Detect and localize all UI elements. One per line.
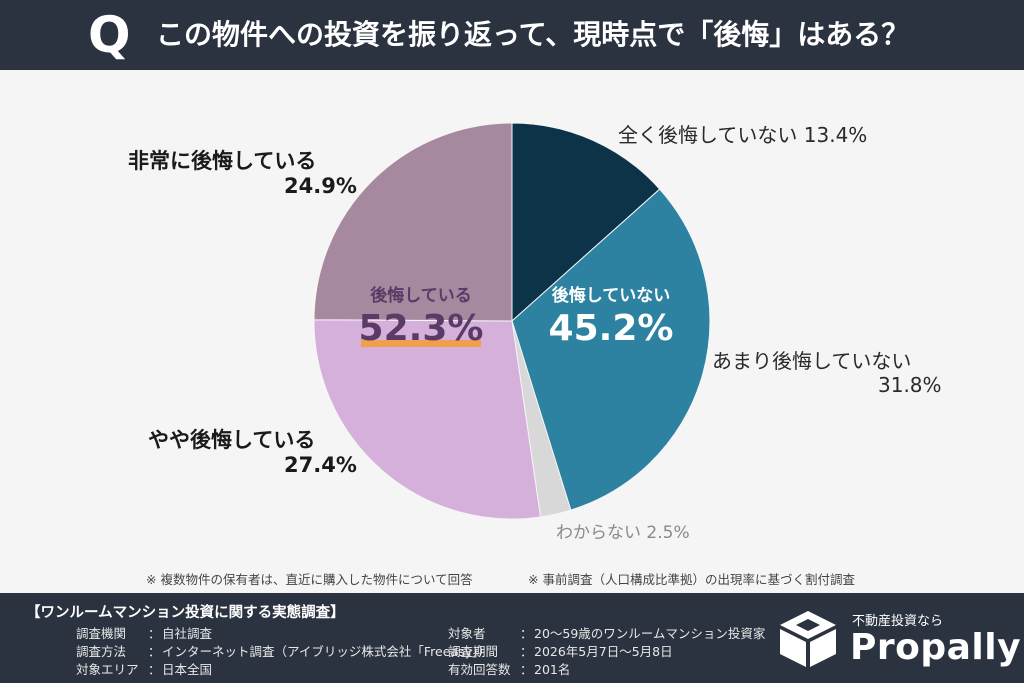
label-slice-3-value: 27.4% <box>284 453 357 477</box>
info-row: 有効回答数 ：201名 <box>448 662 571 677</box>
label-slice-4-value: 24.9% <box>284 174 357 198</box>
group-label-regret: 後悔している 52.3% <box>346 284 496 350</box>
q-mark: Q <box>88 6 131 64</box>
info-row: 調査期間 ：2026年5月7日〜5月8日 <box>448 644 673 659</box>
pie-chart <box>313 122 711 520</box>
pie-slice-3 <box>313 319 542 520</box>
label-slice-3-name: やや後悔している <box>148 428 316 452</box>
question-title: この物件への投資を振り返って、現時点で「後悔」はある？ <box>156 18 910 51</box>
label-slice-0: 全く後悔していない 13.4% <box>618 123 868 147</box>
pie-slice-1 <box>511 188 711 511</box>
group-not-regret-name: 後悔していない <box>551 286 671 306</box>
info-row: 対象者 ：20〜59歳のワンルームマンション投資家 <box>448 626 766 641</box>
header-bar: Q この物件への投資を振り返って、現時点で「後悔」はある？ <box>0 0 1024 70</box>
highlight-underline <box>360 340 482 347</box>
brand-name: Propally <box>850 627 1022 668</box>
note-left: ※ 複数物件の保有者は、直近に購入した物件について回答 <box>146 572 473 587</box>
label-slice-1-name: あまり後悔していない <box>712 349 912 373</box>
propally-logo-icon <box>780 611 836 667</box>
group-label-not-regret: 後悔していない 45.2% <box>536 284 686 350</box>
survey-info-right: 対象者 ：20〜59歳のワンルームマンション投資家 調査期間 ：2026年5月7日〜… <box>448 625 765 679</box>
footer: 【ワンルームマンション投資に関する実態調査】 調査機関 ：自社調査 調査方法 ：イン… <box>0 593 1024 683</box>
pie-slice-4 <box>313 122 513 322</box>
brand-tagline: 不動産投資なら <box>852 614 944 629</box>
survey-title: 【ワンルームマンション投資に関する実態調査】 <box>26 605 345 621</box>
info-row: 調査方法 ：インターネット調査（アイブリッジ株式会社「Freeasy」） <box>76 644 491 659</box>
info-row: 対象エリア ：日本全国 <box>76 662 213 677</box>
note-right: ※ 事前調査（人口構成比準拠）の出現率に基づく割付調査 <box>528 572 855 587</box>
label-slice-2: わからない 2.5% <box>556 523 690 543</box>
label-slice-4-name: 非常に後悔している <box>128 149 317 173</box>
label-slice-1-value: 31.8% <box>878 373 942 397</box>
pie-slice-0 <box>511 122 661 323</box>
survey-info-left: 調査機関 ：自社調査 調査方法 ：インターネット調査（アイブリッジ株式会社「Free… <box>76 625 491 679</box>
group-not-regret-value: 45.2% <box>548 308 674 349</box>
group-regret-name: 後悔している <box>370 286 472 306</box>
group-regret-value: 52.3% <box>358 308 484 349</box>
info-row: 調査機関 ：自社調査 <box>76 626 213 641</box>
